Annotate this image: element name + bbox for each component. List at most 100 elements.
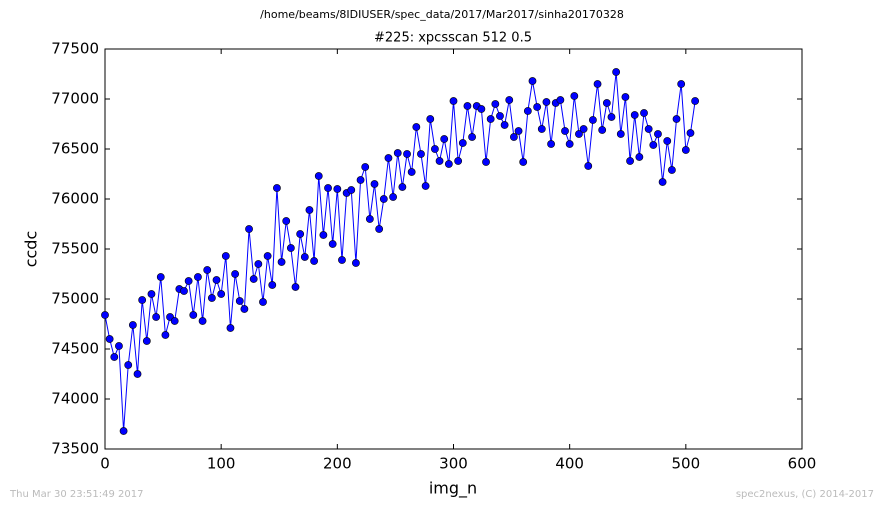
data-point: [389, 193, 397, 201]
y-tick-label: 77000: [51, 90, 99, 108]
data-point: [500, 121, 509, 129]
data-point: [328, 240, 337, 248]
data-point: [101, 311, 109, 319]
data-point: [556, 96, 565, 104]
data-point: [482, 158, 490, 166]
data-point: [435, 157, 444, 165]
data-point: [254, 260, 263, 268]
data-point: [537, 125, 546, 133]
data-point: [138, 296, 147, 304]
data-point: [403, 150, 411, 158]
x-tick-label: 400: [555, 455, 584, 473]
footer-date: Thu Mar 30 23:51:49 2017: [9, 489, 143, 500]
data-point: [519, 158, 528, 166]
data-point: [691, 97, 700, 105]
data-point: [593, 80, 602, 88]
data-line: [104, 71, 696, 432]
data-point: [180, 287, 188, 295]
data-point: [630, 111, 639, 119]
data-point: [393, 149, 402, 157]
data-point: [431, 145, 439, 153]
data-point: [282, 217, 291, 225]
data-point: [398, 183, 407, 191]
data-point: [570, 92, 579, 100]
y-tick-label: 74000: [51, 390, 99, 408]
data-point: [561, 127, 569, 135]
data-point: [277, 258, 286, 266]
data-point: [412, 123, 421, 131]
data-point: [286, 244, 295, 252]
data-point: [217, 290, 226, 298]
data-point: [491, 100, 500, 108]
data-point: [505, 96, 514, 104]
data-point: [310, 257, 318, 265]
data-point: [547, 140, 555, 148]
data-point: [528, 77, 537, 85]
data-point: [273, 184, 281, 192]
data-point: [626, 157, 634, 165]
data-point: [245, 225, 253, 233]
data-point: [440, 135, 449, 143]
x-tick-label: 0: [100, 455, 110, 473]
data-point: [259, 298, 267, 306]
data-point: [533, 103, 542, 111]
x-tick-label: 100: [207, 455, 236, 473]
y-tick-label: 75500: [51, 240, 99, 258]
data-point: [305, 206, 314, 214]
y-tick-label: 73500: [51, 440, 99, 458]
data-point: [161, 331, 170, 339]
data-point: [686, 129, 695, 137]
data-point: [152, 313, 161, 321]
data-point: [477, 105, 486, 113]
data-point: [654, 130, 662, 138]
data-point: [468, 133, 476, 141]
data-point: [454, 157, 463, 165]
data-point: [347, 186, 356, 194]
data-point: [226, 324, 235, 332]
data-point: [496, 112, 504, 120]
data-point: [365, 215, 374, 223]
data-point: [644, 125, 653, 133]
data-point: [142, 337, 151, 345]
data-point: [514, 127, 523, 135]
data-point: [463, 102, 472, 110]
data-point: [370, 180, 379, 188]
x-tick-label: 300: [439, 455, 468, 473]
data-point: [621, 93, 630, 101]
data-point: [677, 80, 686, 88]
data-point: [212, 276, 221, 284]
data-point: [119, 427, 128, 435]
data-point: [249, 275, 258, 283]
data-point: [607, 113, 616, 121]
data-point: [658, 178, 667, 186]
data-point: [170, 317, 179, 325]
data-point: [444, 160, 453, 168]
y-tick-label: 74500: [51, 340, 99, 358]
chart-subtitle: #225: xpcsscan 512 0.5: [374, 31, 532, 46]
y-tick-label: 76500: [51, 140, 99, 158]
data-point: [221, 252, 230, 260]
data-point: [207, 294, 216, 302]
data-point: [598, 126, 607, 134]
data-point: [667, 166, 676, 174]
data-point: [300, 253, 309, 261]
data-point: [263, 252, 272, 260]
data-point: [458, 139, 467, 147]
data-point: [384, 154, 393, 162]
data-point: [523, 107, 532, 115]
data-point: [449, 97, 458, 105]
data-point: [612, 68, 621, 76]
x-tick-label: 500: [672, 455, 701, 473]
y-tick-label: 75000: [51, 290, 99, 308]
data-point: [565, 140, 574, 148]
data-point: [184, 277, 193, 285]
data-point: [640, 109, 648, 117]
data-point: [147, 290, 156, 298]
data-point: [589, 116, 597, 124]
data-point: [672, 115, 681, 123]
data-point: [616, 130, 625, 138]
data-point: [291, 283, 300, 291]
y-tick-label: 76000: [51, 190, 99, 208]
